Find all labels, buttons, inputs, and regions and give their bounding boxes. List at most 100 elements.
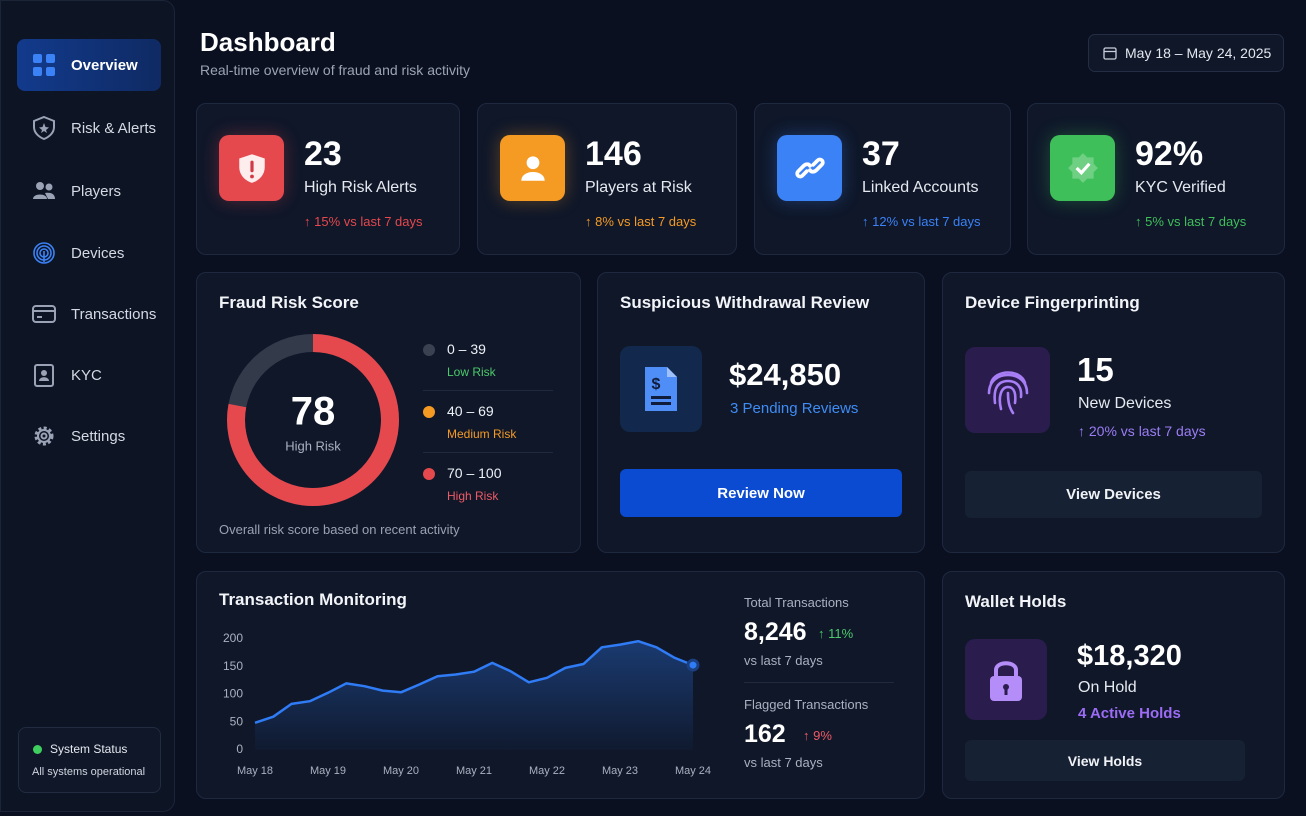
card-title: Suspicious Withdrawal Review bbox=[620, 293, 870, 312]
date-picker[interactable]: May 18 – May 24, 2025 bbox=[1088, 34, 1284, 72]
stat-value: 92% bbox=[1135, 135, 1204, 173]
nav-item[interactable]: Transactions bbox=[17, 288, 161, 340]
transactions-card: Transaction Monitoring 0 50 100 150 200 May 1… bbox=[196, 571, 925, 799]
withdrawal-card: Suspicious Withdrawal Review $ $24,850 3… bbox=[597, 272, 925, 553]
y-tick-label: 200 bbox=[223, 631, 243, 645]
x-tick-label: May 22 bbox=[529, 765, 565, 777]
stat-change: ↑ 9% bbox=[803, 728, 832, 743]
x-tick-label: May 24 bbox=[675, 765, 711, 777]
band-range: 40 – 69 bbox=[447, 403, 494, 419]
gauge-value: 78 bbox=[291, 390, 336, 434]
status-text: All systems operational bbox=[32, 766, 146, 778]
system-status: System Status All systems operational bbox=[18, 727, 161, 793]
x-tick-label: May 23 bbox=[602, 765, 638, 777]
x-tick-label: May 19 bbox=[310, 765, 346, 777]
stat-label: KYC Verified bbox=[1135, 179, 1226, 196]
icon bbox=[33, 242, 55, 264]
gauge-label: High Risk bbox=[285, 438, 341, 453]
wallet-card: Wallet Holds $18,320 On Hold 4 Active Ho… bbox=[942, 571, 1285, 799]
band-dot bbox=[423, 406, 435, 418]
nav-item[interactable]: Devices bbox=[17, 227, 161, 279]
nav-item[interactable]: Players bbox=[17, 165, 161, 217]
review-button[interactable]: Review Now bbox=[620, 469, 902, 517]
band-label: Low Risk bbox=[447, 365, 496, 379]
device-count: 15 bbox=[1077, 351, 1114, 388]
calendar-icon bbox=[1103, 47, 1117, 60]
x-tick-label: May 18 bbox=[237, 765, 273, 777]
divider bbox=[744, 682, 894, 683]
band-dot bbox=[423, 468, 435, 480]
divider bbox=[423, 452, 553, 453]
stat-change: ↑ 11% bbox=[818, 626, 854, 641]
stat-value: 146 bbox=[585, 135, 642, 173]
stat-label: Linked Accounts bbox=[862, 179, 979, 196]
stat-change: ↑ 5% vs last 7 days bbox=[1135, 214, 1247, 229]
y-tick-label: 50 bbox=[230, 714, 244, 728]
pending-reviews: 3 Pending Reviews bbox=[730, 400, 859, 417]
page-subtitle: Real-time overview of fraud and risk act… bbox=[200, 62, 470, 78]
risk-card: Fraud Risk Score 78 High Risk 0 – 39 Low R… bbox=[196, 272, 581, 553]
wallet-label: On Hold bbox=[1078, 679, 1137, 696]
nav-item[interactable]: Risk & Alerts bbox=[17, 102, 161, 154]
card-title: Device Fingerprinting bbox=[965, 293, 1140, 312]
icon bbox=[33, 54, 55, 76]
svg-text:$: $ bbox=[652, 376, 661, 393]
stat-value: 37 bbox=[862, 135, 900, 173]
line bbox=[254, 639, 694, 724]
device-label: New Devices bbox=[1078, 395, 1172, 412]
stat-icon bbox=[777, 135, 842, 201]
stat-card: 23 High Risk Alerts ↑ 15% vs last 7 days bbox=[196, 103, 460, 255]
view-devices-button[interactable]: View Devices bbox=[965, 471, 1262, 518]
band-range: 70 – 100 bbox=[447, 465, 502, 481]
page-title: Dashboard bbox=[200, 27, 336, 57]
date-range: May 18 – May 24, 2025 bbox=[1125, 45, 1272, 61]
wallet-amount: $18,320 bbox=[1077, 640, 1182, 672]
nav-item[interactable]: Overview bbox=[17, 39, 161, 91]
devices-card: Device Fingerprinting 15 New Devices ↑ 2… bbox=[942, 272, 1285, 553]
card-title: Fraud Risk Score bbox=[219, 293, 359, 312]
area bbox=[255, 641, 693, 750]
band-label: High Risk bbox=[447, 489, 499, 503]
card-title: Transaction Monitoring bbox=[219, 590, 407, 609]
gauge-arc bbox=[227, 334, 399, 506]
stat-label: Players at Risk bbox=[585, 179, 692, 196]
icon bbox=[34, 426, 54, 446]
nav-label: Devices bbox=[71, 244, 125, 262]
stat-change: ↑ 8% vs last 7 days bbox=[585, 214, 697, 229]
stat-value: 8,246 bbox=[744, 618, 807, 646]
stat-label: Total Transactions bbox=[744, 595, 849, 610]
stat-label: Flagged Transactions bbox=[744, 697, 869, 712]
stat-label: High Risk Alerts bbox=[304, 179, 417, 196]
risk-footer: Overall risk score based on recent activ… bbox=[219, 522, 460, 537]
x-tick-label: May 21 bbox=[456, 765, 492, 777]
nav-label: Transactions bbox=[71, 305, 157, 323]
icon bbox=[33, 182, 55, 199]
transaction-chart: 0 50 100 150 200 May 18 May 19 May 20 May 21 May … bbox=[223, 631, 711, 777]
band-range: 0 – 39 bbox=[447, 341, 486, 357]
active-holds: 4 Active Holds bbox=[1078, 705, 1181, 722]
stat-card: 37 Linked Accounts ↑ 12% vs last 7 days bbox=[754, 103, 1011, 255]
band-dot bbox=[423, 344, 435, 356]
card-title: Wallet Holds bbox=[965, 592, 1067, 611]
stat-card: 92% KYC Verified ↑ 5% vs last 7 days bbox=[1027, 103, 1285, 255]
risk-gauge: 78 High Risk bbox=[227, 334, 399, 506]
stat-card: 146 Players at Risk ↑ 8% vs last 7 days bbox=[477, 103, 737, 255]
icon bbox=[32, 305, 56, 323]
nav-label: Settings bbox=[71, 427, 126, 445]
stat-value: 162 bbox=[744, 720, 786, 748]
stat-icon bbox=[1050, 135, 1115, 201]
y-tick-label: 150 bbox=[223, 659, 243, 673]
nav-label: Risk & Alerts bbox=[71, 119, 157, 137]
view-holds-button[interactable]: View Holds bbox=[965, 740, 1245, 781]
document-icon: $ bbox=[620, 346, 702, 432]
y-tick-label: 100 bbox=[223, 687, 243, 701]
band-label: Medium Risk bbox=[447, 427, 517, 441]
nav-item[interactable]: Settings bbox=[17, 410, 161, 462]
nav-item[interactable]: KYC bbox=[17, 349, 161, 401]
y-tick-label: 0 bbox=[236, 742, 243, 756]
nav-label: Players bbox=[71, 182, 122, 200]
stat-sub: vs last 7 days bbox=[744, 653, 823, 668]
divider bbox=[423, 390, 553, 391]
x-tick-label: May 20 bbox=[383, 765, 419, 777]
